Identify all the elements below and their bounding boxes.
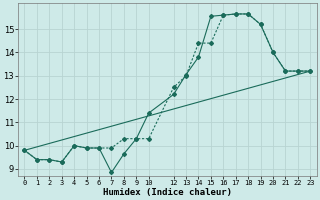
X-axis label: Humidex (Indice chaleur): Humidex (Indice chaleur) — [103, 188, 232, 197]
